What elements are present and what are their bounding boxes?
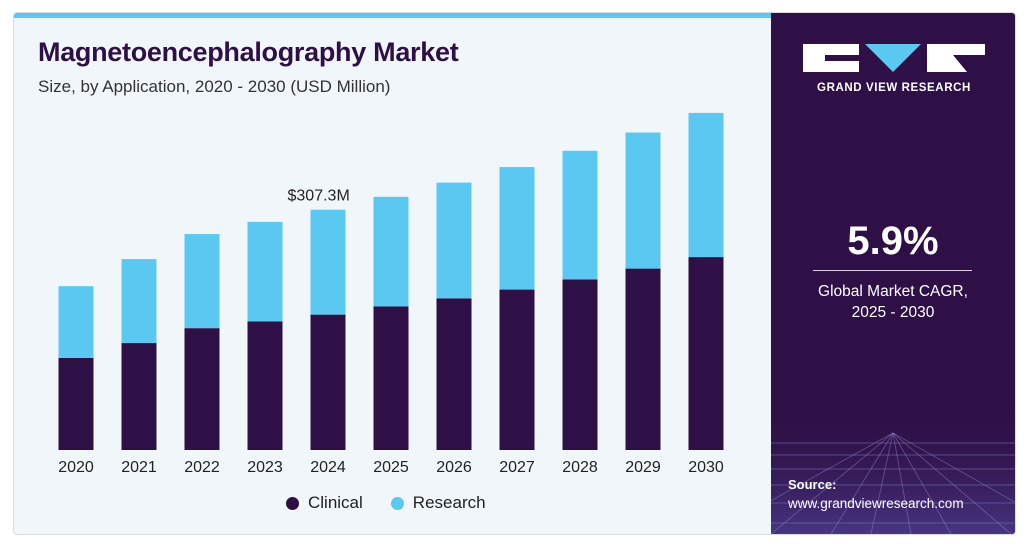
x-tick-label: 2023 <box>247 459 283 476</box>
source-url: www.grandviewresearch.com <box>788 496 964 511</box>
legend-swatch-research <box>390 496 404 510</box>
x-tick-label: 2025 <box>373 459 409 476</box>
chart-title: Magnetoencephalography Market <box>38 37 459 67</box>
bar-research-2023 <box>247 221 283 322</box>
bar-research-2024 <box>310 209 346 315</box>
chart-legend: Clinical Research <box>286 493 514 513</box>
logo-mark-icon <box>803 44 985 72</box>
bar-research-2026 <box>436 182 472 299</box>
cagr-label-line2: 2025 - 2030 <box>851 304 935 321</box>
bar-clinical-2025 <box>373 306 409 450</box>
bar-clinical-2027 <box>499 289 535 450</box>
bar-research-2029 <box>625 132 661 269</box>
bar-clinical-2029 <box>625 268 661 450</box>
bar-clinical-2022 <box>184 328 220 450</box>
legend-label-research: Research <box>412 493 486 512</box>
bar-clinical-2028 <box>562 279 598 450</box>
x-tick-label: 2022 <box>184 459 220 476</box>
cagr-value: 5.9% <box>847 219 939 263</box>
x-tick-label: 2026 <box>436 459 472 476</box>
x-tick-label: 2021 <box>121 459 157 476</box>
legend-swatch-clinical <box>286 496 299 510</box>
bar-clinical-2030 <box>688 257 724 450</box>
bar-clinical-2023 <box>247 321 283 450</box>
cagr-label-line1: Global Market CAGR, <box>818 283 968 300</box>
x-tick-label: 2028 <box>562 459 598 476</box>
bar-clinical-2026 <box>436 298 472 450</box>
bar-research-2021 <box>121 259 157 344</box>
legend-label-clinical: Clinical <box>308 493 363 512</box>
bar-research-2027 <box>499 167 535 290</box>
sidebar-panel: GRAND VIEW RESEARCH 5.9% Global Market C… <box>771 13 1015 534</box>
chart-subtitle: Size, by Application, 2020 - 2030 (USD M… <box>38 77 391 96</box>
x-tick-label: 2030 <box>688 459 724 476</box>
x-tick-label: 2027 <box>499 459 535 476</box>
cagr-label: Global Market CAGR, 2025 - 2030 <box>771 281 1015 323</box>
bar-research-2022 <box>184 234 220 329</box>
logo-text: GRAND VIEW RESEARCH <box>817 82 971 94</box>
source-heading: Source: <box>788 477 837 492</box>
accent-bar <box>14 13 771 18</box>
x-tick-label: 2020 <box>58 459 94 476</box>
bar-research-2025 <box>373 196 409 307</box>
grand-view-research-logo: GRAND VIEW RESEARCH <box>803 42 985 102</box>
x-tick-label: 2024 <box>310 459 346 476</box>
cagr-divider <box>813 270 972 271</box>
decorative-grid <box>771 403 1015 534</box>
legend-item-research: Research <box>390 493 486 513</box>
chart-area: Magnetoencephalography Market Size, by A… <box>14 13 771 534</box>
bar-clinical-2021 <box>121 343 157 450</box>
bar-clinical-2024 <box>310 314 346 450</box>
bar-clinical-2020 <box>58 357 94 450</box>
bar-research-2028 <box>562 150 598 280</box>
x-tick-label: 2029 <box>625 459 661 476</box>
data-label-2024: $307.3M <box>288 188 350 205</box>
legend-item-clinical: Clinical <box>286 493 363 513</box>
bar-research-2030 <box>688 112 724 258</box>
infographic-card: Magnetoencephalography Market Size, by A… <box>13 12 1016 535</box>
bar-research-2020 <box>58 286 94 358</box>
bar-chart: 2020 2021 2022 2023 2024 $307.3M 2025 2026 2027 2… <box>58 112 724 476</box>
